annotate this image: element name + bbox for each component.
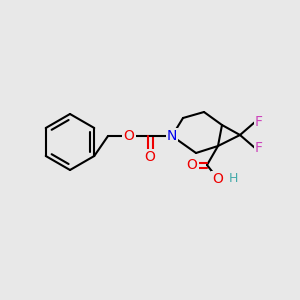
Text: F: F — [255, 115, 263, 129]
Text: N: N — [167, 129, 177, 143]
Text: O: O — [124, 129, 134, 143]
Text: O: O — [213, 172, 224, 186]
Text: F: F — [255, 141, 263, 155]
Text: O: O — [145, 150, 155, 164]
Text: H: H — [228, 172, 238, 185]
Text: O: O — [187, 158, 197, 172]
